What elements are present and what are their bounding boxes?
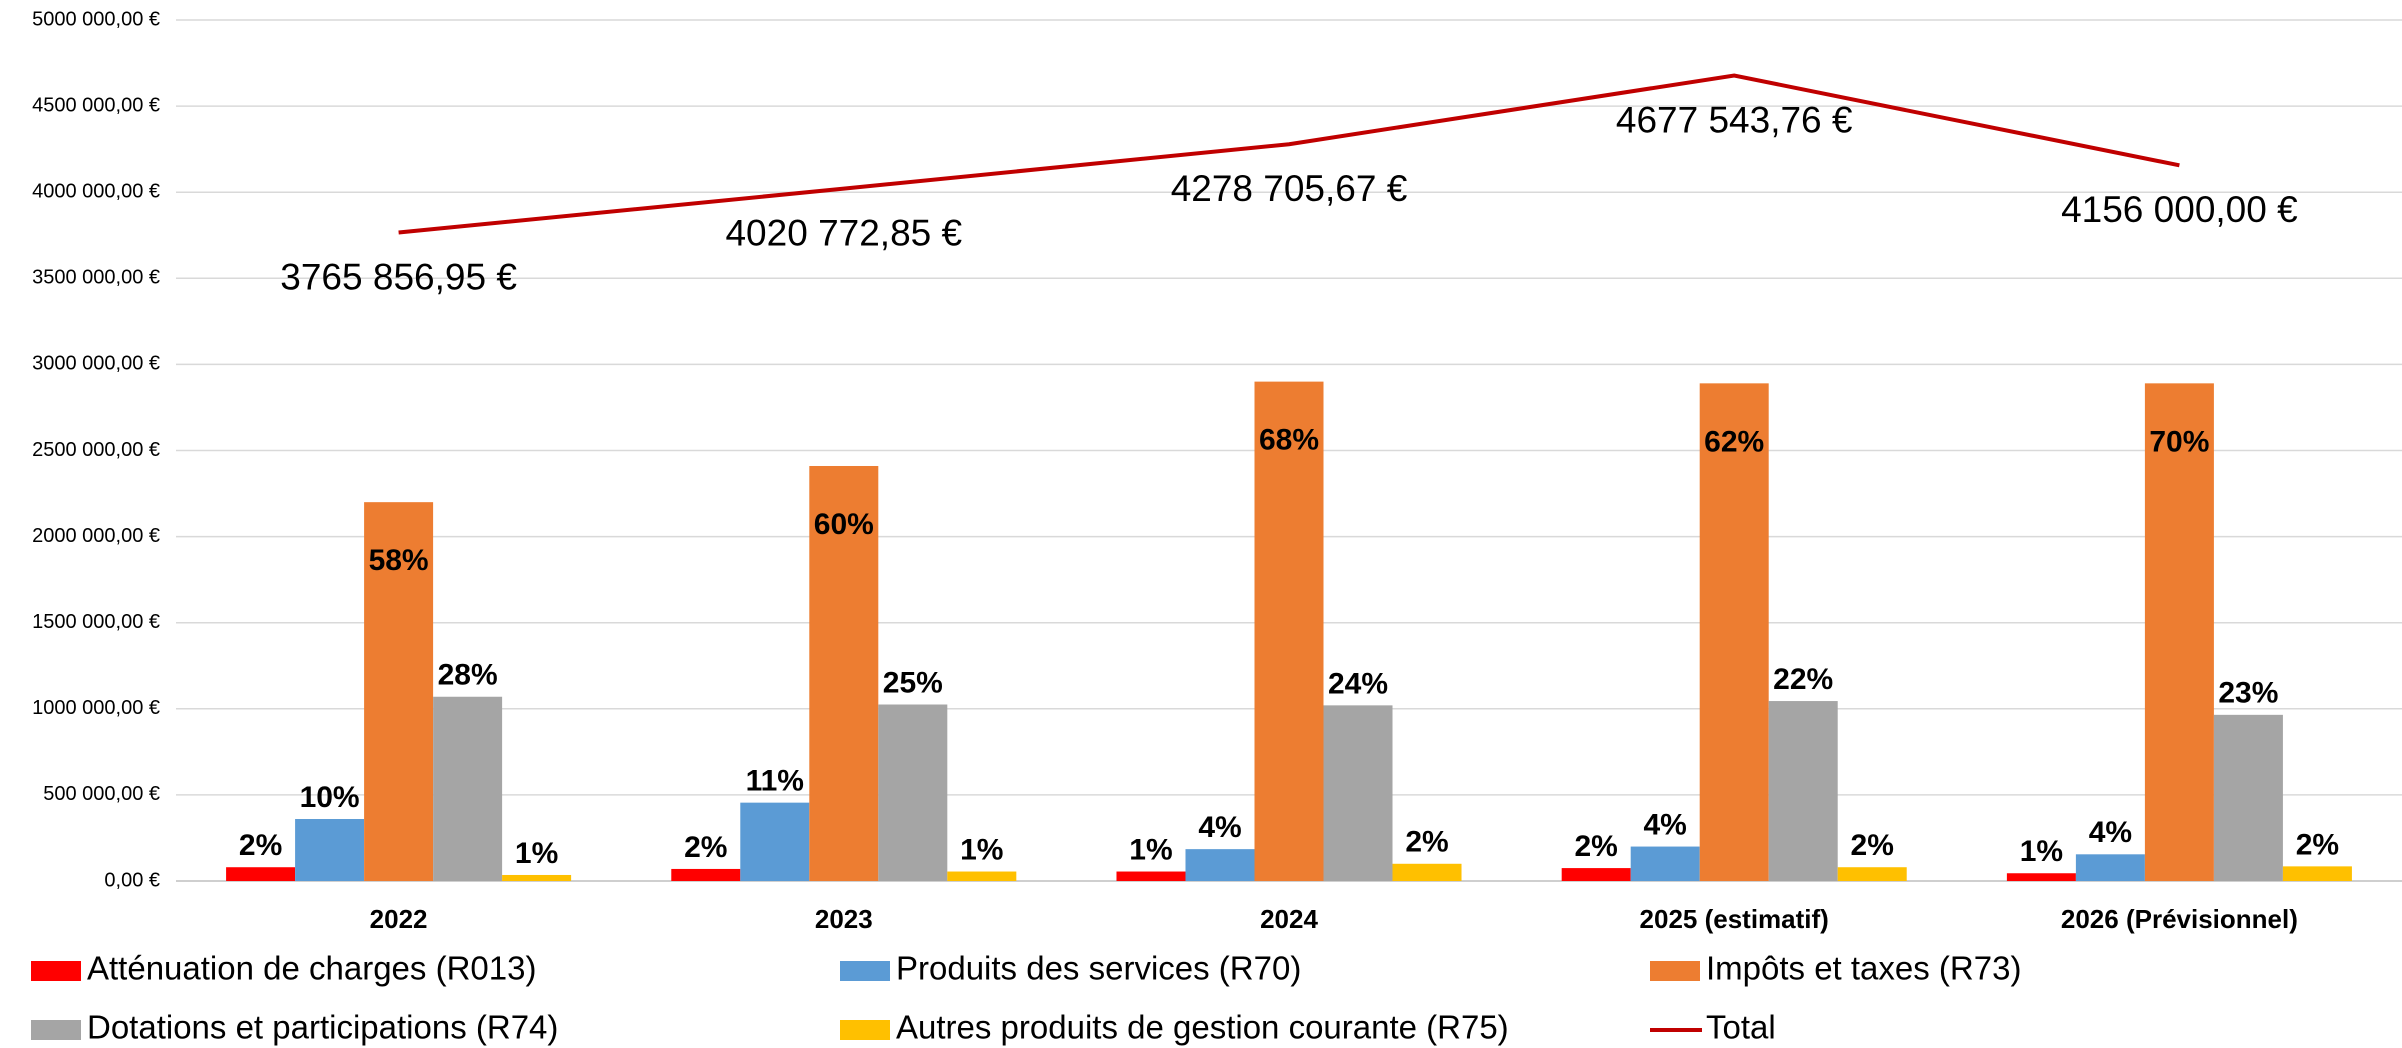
bar xyxy=(1392,863,1462,881)
bar xyxy=(295,819,365,881)
total-label: 4278 705,67 € xyxy=(1171,168,1408,209)
bar xyxy=(947,871,1017,881)
bar xyxy=(2282,866,2352,881)
share-label: 22% xyxy=(1773,663,1833,696)
share-label: 2% xyxy=(239,829,282,862)
bar xyxy=(226,867,296,881)
x-tick-label: 2024 xyxy=(1260,904,1318,934)
share-label: 23% xyxy=(2218,677,2278,710)
share-label: 2% xyxy=(1405,826,1448,859)
bar xyxy=(671,868,741,881)
bar xyxy=(740,802,810,881)
legend-label: Dotations et participations (R74) xyxy=(87,1009,558,1046)
total-label: 4020 772,85 € xyxy=(725,212,962,253)
bar xyxy=(1837,867,1907,881)
total-label: 4156 000,00 € xyxy=(2061,189,2298,230)
bar xyxy=(2075,854,2145,881)
x-tick-label: 2022 xyxy=(370,904,428,934)
bar xyxy=(1699,383,1769,881)
bar xyxy=(2213,714,2283,881)
legend-label: Total xyxy=(1706,1009,1776,1046)
y-tick-label: 0,00 € xyxy=(104,869,160,891)
bar xyxy=(1116,871,1186,881)
legend-swatch xyxy=(840,1020,890,1040)
share-label: 1% xyxy=(2020,835,2063,868)
y-tick-label: 5000 000,00 € xyxy=(32,8,160,30)
bar xyxy=(878,704,948,881)
share-label: 2% xyxy=(1851,829,1894,862)
bar xyxy=(1185,849,1255,881)
y-tick-label: 3500 000,00 € xyxy=(32,267,160,289)
y-tick-label: 3000 000,00 € xyxy=(32,353,160,375)
bar xyxy=(2006,873,2076,881)
share-label: 70% xyxy=(2149,425,2209,458)
share-label: 68% xyxy=(1259,424,1319,457)
y-tick-label: 4500 000,00 € xyxy=(32,94,160,116)
legend-label: Produits des services (R70) xyxy=(896,950,1301,987)
y-tick-label: 4000 000,00 € xyxy=(32,180,160,202)
y-tick-label: 1500 000,00 € xyxy=(32,611,160,633)
share-label: 10% xyxy=(300,781,360,814)
bar xyxy=(809,465,879,881)
bar xyxy=(1768,701,1838,881)
y-tick-label: 500 000,00 € xyxy=(43,783,160,805)
total-label: 3765 856,95 € xyxy=(280,256,517,297)
share-label: 1% xyxy=(960,833,1003,866)
bar xyxy=(2144,383,2214,881)
share-label: 1% xyxy=(1129,833,1172,866)
bar xyxy=(364,502,434,881)
legend-swatch xyxy=(31,1020,81,1040)
share-label: 62% xyxy=(1704,425,1764,458)
share-label: 4% xyxy=(1198,811,1241,844)
bar xyxy=(433,696,503,881)
y-tick-label: 2000 000,00 € xyxy=(32,525,160,547)
share-label: 2% xyxy=(684,831,727,864)
share-label: 60% xyxy=(814,508,874,541)
bar xyxy=(1254,381,1324,881)
share-label: 4% xyxy=(1644,808,1687,841)
total-label: 4677 543,76 € xyxy=(1616,99,1853,140)
share-label: 1% xyxy=(515,837,558,870)
share-label: 2% xyxy=(2296,828,2339,861)
share-label: 58% xyxy=(369,544,429,577)
bar xyxy=(1630,846,1700,881)
legend-label: Atténuation de charges (R013) xyxy=(87,950,536,987)
legend-swatch xyxy=(31,961,81,981)
y-tick-label: 2500 000,00 € xyxy=(32,439,160,461)
legend-swatch xyxy=(840,961,890,981)
share-label: 11% xyxy=(746,765,804,798)
bar xyxy=(502,874,572,881)
legend-swatch xyxy=(1650,961,1700,981)
bar xyxy=(1323,705,1393,881)
y-tick-label: 1000 000,00 € xyxy=(32,697,160,719)
bar xyxy=(1561,868,1631,881)
total-line xyxy=(398,73,2180,235)
share-label: 25% xyxy=(883,666,943,699)
share-label: 28% xyxy=(438,659,498,692)
x-tick-label: 2026 (Prévisionnel) xyxy=(2061,904,2298,934)
share-label: 4% xyxy=(2089,816,2132,849)
x-tick-label: 2025 (estimatif) xyxy=(1640,904,1829,934)
share-label: 24% xyxy=(1328,667,1388,700)
share-label: 2% xyxy=(1575,830,1618,863)
legend-label: Impôts et taxes (R73) xyxy=(1706,950,2021,987)
legend-label: Autres produits de gestion courante (R75… xyxy=(896,1009,1509,1046)
x-tick-label: 2023 xyxy=(815,904,873,934)
